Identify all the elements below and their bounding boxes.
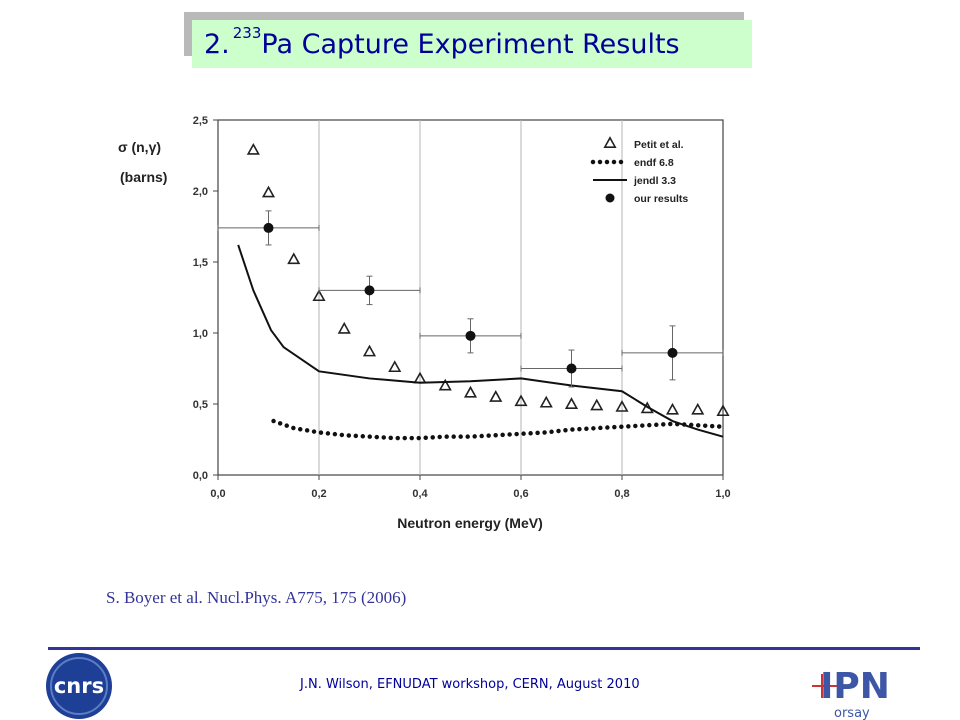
- axis-ticks: [213, 119, 724, 480]
- series-endf-dotted-line: [271, 418, 726, 441]
- capture-cross-section-chart: 0,0 0,2 0,4 0,6 0,8 1,0 0,0 0,5 1,0 1,5 2,0 2,5 Pet…: [118, 115, 731, 531]
- plot-frame: [217, 119, 724, 476]
- legend-label: endf 6.8: [634, 157, 674, 169]
- petit-triangle-point: [716, 404, 730, 417]
- cnrs-logo: cnrs: [46, 653, 112, 719]
- our-result-point: [667, 347, 678, 358]
- our-result-point: [465, 330, 476, 341]
- petit-triangle-point: [615, 399, 629, 412]
- svg-text:cnrs: cnrs: [54, 674, 104, 698]
- series-layer: [217, 142, 730, 441]
- our-result-point: [263, 222, 274, 233]
- petit-triangle-point: [691, 402, 705, 415]
- petit-triangle-point: [261, 185, 276, 198]
- ipn-orsay-logo: IPN orsay: [812, 666, 890, 720]
- x-tick-label: 0,8: [614, 488, 629, 500]
- petit-triangle-point: [246, 142, 260, 155]
- y-tick-label: 2,0: [193, 186, 208, 198]
- petit-triangle-point: [564, 397, 579, 409]
- svg-text:orsay: orsay: [834, 706, 870, 720]
- title-prefix: 2.: [204, 28, 230, 60]
- legend-label: jendl 3.3: [633, 175, 676, 187]
- y-tick-label: 2,5: [193, 115, 208, 127]
- x-tick-label: 0,6: [513, 488, 528, 500]
- svg-text:IPN: IPN: [820, 666, 890, 707]
- petit-triangle-point: [590, 398, 604, 411]
- y-axis-label-line1: σ (n,γ): [118, 139, 161, 155]
- x-axis-label: Neutron energy (MeV): [397, 515, 542, 531]
- tick-labels: 0,0 0,2 0,4 0,6 0,8 1,0 0,0 0,5 1,0 1,5 2,0 2,5: [193, 115, 731, 500]
- legend-marker-petit: [603, 136, 617, 148]
- legend: Petit et al. endf 6.8 jendl 3.3 our results: [590, 136, 688, 205]
- our-result-point: [364, 285, 375, 296]
- title-rest: Pa Capture Experiment Results: [261, 28, 680, 60]
- slide-title: 2. 233 Pa Capture Experiment Results: [192, 20, 752, 68]
- series-jendl-line: [237, 244, 724, 438]
- petit-triangle-point: [312, 289, 326, 302]
- legend-label: Petit et al.: [634, 139, 684, 151]
- reference-citation: S. Boyer et al. Nucl.Phys. A775, 175 (20…: [106, 588, 407, 607]
- x-tick-label: 1,0: [715, 488, 730, 500]
- our-result-point: [566, 363, 577, 374]
- y-tick-label: 1,0: [193, 328, 208, 340]
- y-tick-label: 1,5: [193, 257, 208, 269]
- petit-triangle-point: [539, 395, 553, 408]
- x-tick-label: 0,0: [210, 488, 225, 500]
- x-tick-label: 0,2: [311, 488, 326, 500]
- petit-triangle-point: [438, 378, 452, 391]
- petit-triangle-point: [388, 360, 402, 373]
- petit-triangle-point: [514, 394, 528, 407]
- x-tick-label: 0,4: [412, 488, 428, 500]
- legend-marker-our-results: [605, 193, 615, 203]
- y-tick-label: 0,0: [193, 470, 208, 482]
- legend-label: our results: [634, 193, 688, 205]
- petit-triangle-point: [362, 344, 377, 357]
- petit-triangle-point: [489, 390, 503, 402]
- petit-triangle-point: [665, 402, 680, 415]
- y-axis-label-line2: (barns): [120, 169, 167, 185]
- footer-credit: J.N. Wilson, EFNUDAT workshop, CERN, Aug…: [300, 677, 640, 692]
- petit-triangle-point: [337, 321, 351, 334]
- petit-triangle-point: [287, 252, 301, 265]
- petit-triangle-point: [463, 385, 478, 398]
- y-tick-label: 0,5: [193, 399, 208, 411]
- footer-rule: [48, 647, 920, 650]
- title-superscript: 233: [232, 24, 262, 42]
